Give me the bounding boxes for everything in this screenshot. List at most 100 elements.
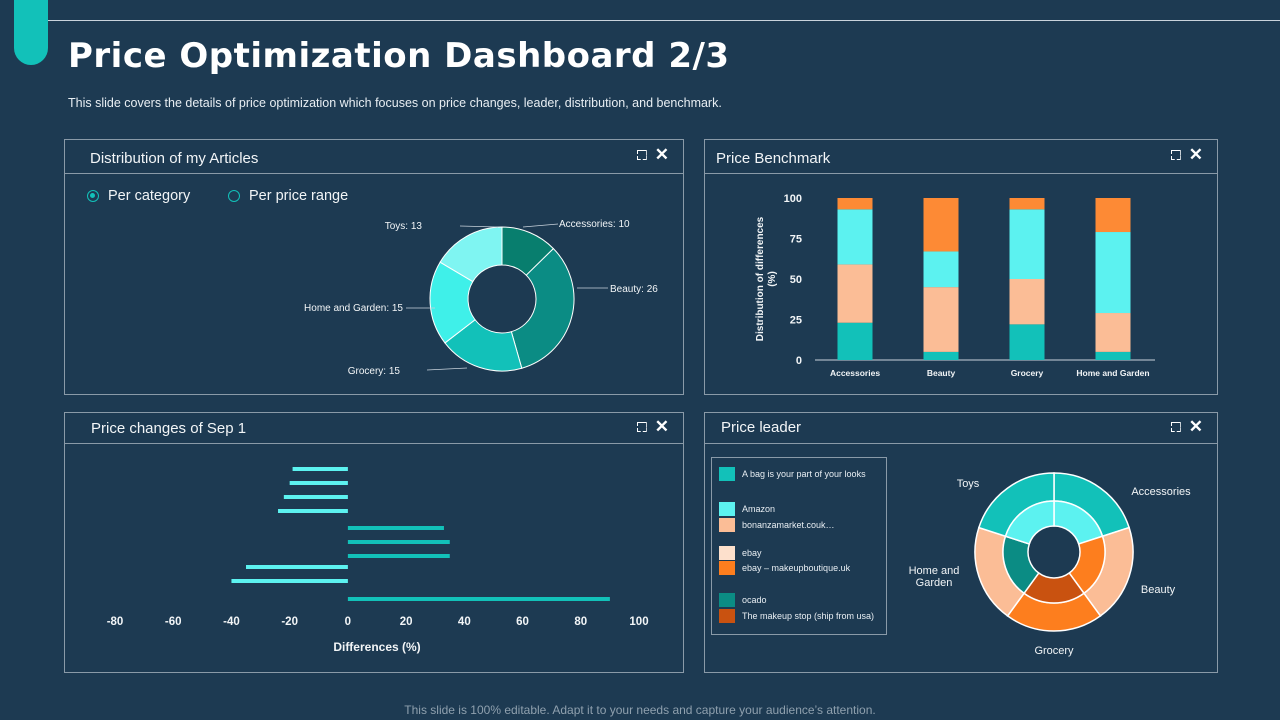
data-label: Grocery: 15 — [348, 366, 401, 377]
x-tick-label: 60 — [516, 616, 529, 628]
radio-label: Per category — [108, 188, 191, 204]
footer-note: This slide is 100% editable. Adapt it to… — [404, 703, 876, 717]
bar-segment-beauty — [923, 251, 959, 288]
x-axis-label: Differences (%) — [333, 640, 420, 654]
benchmark-panel: Price Benchmark ✕ 0 25 50 75 100 Distribution… — [704, 139, 1218, 395]
price-changes-bar-chart: -80 -60 -40 -20 0 20 40 60 80 100 Differences (%) — [107, 467, 649, 654]
bar-segment-beauty — [923, 198, 959, 252]
legend-item: ebay – makeupboutique.uk — [719, 561, 850, 575]
radio-unselected-icon — [228, 190, 240, 202]
radio-per-category[interactable]: Per category — [87, 188, 190, 204]
category-label: Home and Garden — [909, 565, 960, 589]
x-tick-label: 80 — [574, 616, 587, 628]
panel-title: Price leader — [721, 419, 802, 436]
close-icon[interactable]: ✕ — [1188, 145, 1203, 164]
data-label: Accessories: 10 — [559, 219, 630, 230]
ring-slice-toys — [1004, 500, 1055, 545]
legend-swatch — [719, 546, 735, 560]
x-tick-label: Grocery — [1011, 368, 1044, 378]
radio-label: Per price range — [249, 188, 349, 204]
bar-segment-beauty — [923, 287, 959, 352]
leader-line — [459, 225, 499, 228]
y-tick-label: 100 — [784, 193, 802, 205]
bar-segment-grocery — [1009, 198, 1045, 210]
legend-swatch — [719, 593, 735, 607]
x-tick-label: 40 — [458, 616, 471, 628]
panel-title: Price Benchmark — [716, 150, 831, 167]
bar-segment-home-and-garden — [1095, 351, 1131, 360]
price-change-bar — [278, 509, 348, 513]
x-tick-label: Home and Garden — [1076, 368, 1149, 378]
price-leader-double-donut: Accessories Beauty Grocery Home and Garden To… — [909, 472, 1191, 657]
panel-title: Price changes of Sep 1 — [91, 420, 247, 437]
category-label: Accessories — [1131, 486, 1191, 498]
leader-line — [522, 223, 559, 228]
bar-segment-grocery — [1009, 209, 1045, 279]
top-divider — [48, 20, 1280, 21]
price-change-bar — [283, 495, 348, 499]
bar-segment-accessories — [837, 264, 873, 323]
benchmark-stacked-bar-chart: 0 25 50 75 100 Distribution of differences(%)… — [755, 193, 1155, 378]
price-change-bar — [231, 579, 348, 583]
x-tick-label: -60 — [165, 616, 182, 628]
legend-swatch — [719, 609, 735, 623]
category-label: Beauty — [1141, 584, 1176, 596]
y-tick-label: 25 — [790, 315, 802, 327]
distribution-panel: Distribution of my Articles ✕ Per catego… — [64, 139, 684, 395]
y-tick-label: 75 — [790, 234, 802, 246]
y-axis-label: Distribution of differences(%) — [755, 216, 778, 341]
legend-swatch — [719, 518, 735, 532]
bar-segment-grocery — [1009, 324, 1045, 360]
legend-item: Amazon — [719, 502, 775, 516]
price-change-bar — [292, 467, 348, 471]
price-change-bar — [347, 540, 450, 544]
y-tick-label: 0 — [796, 355, 802, 367]
price-leader-panel: Price leader ✕ A bag is your part of you… — [704, 412, 1218, 673]
page-title: Price Optimization Dashboard 2/3 — [68, 36, 730, 76]
legend-item: ocado — [719, 593, 767, 607]
panel-title: Distribution of my Articles — [90, 150, 259, 167]
donut-slice-toys — [439, 226, 503, 283]
category-label: Grocery — [1034, 645, 1074, 657]
price-change-bar — [246, 565, 348, 569]
bar-segment-beauty — [923, 351, 959, 360]
panel-header: Price leader ✕ — [705, 413, 1217, 444]
donut-slice-beauty — [510, 247, 575, 369]
x-tick-label: 0 — [345, 616, 351, 628]
x-tick-label: -40 — [223, 616, 240, 628]
price-leader-legend: A bag is your part of your looks Amazon … — [711, 457, 887, 635]
price-change-bar — [347, 526, 444, 530]
legend-item: The makeup stop (ship from usa) — [719, 609, 874, 623]
data-label: Home and Garden: 15 — [304, 303, 403, 314]
bar-segment-grocery — [1009, 279, 1045, 325]
y-tick-label: 50 — [790, 274, 802, 286]
panel-header: Price Benchmark ✕ — [705, 140, 1217, 174]
bar-segment-accessories — [837, 322, 873, 360]
legend-item: A bag is your part of your looks — [719, 467, 866, 481]
close-icon[interactable]: ✕ — [654, 145, 669, 164]
category-label: Toys — [957, 478, 980, 490]
leader-line — [426, 367, 468, 371]
distribution-donut-chart: Accessories: 10 Beauty: 26 Grocery: 15 Home… — [304, 219, 658, 377]
legend-swatch — [719, 502, 735, 516]
page-subtitle: This slide covers the details of price o… — [68, 96, 722, 110]
radio-selected-icon — [87, 190, 99, 202]
panel-header: Price changes of Sep 1 ✕ — [65, 413, 683, 444]
x-tick-label: Beauty — [927, 368, 956, 378]
panel-header: Distribution of my Articles ✕ — [65, 140, 683, 174]
price-changes-panel: Price changes of Sep 1 ✕ -80 -60 -40 -20 0 20… — [64, 412, 684, 673]
data-label: Beauty: 26 — [610, 284, 658, 295]
price-change-bar — [347, 554, 450, 558]
accent-tab — [14, 0, 48, 65]
data-label: Toys: 13 — [385, 221, 423, 232]
x-tick-label: -80 — [107, 616, 124, 628]
bar-segment-home-and-garden — [1095, 232, 1131, 314]
legend-item: bonanzamarket.couk… — [719, 518, 835, 532]
close-icon[interactable]: ✕ — [1188, 417, 1203, 436]
legend-swatch — [719, 467, 735, 481]
radio-per-price-range[interactable]: Per price range — [228, 188, 348, 204]
x-tick-label: Accessories — [830, 368, 880, 378]
bar-segment-home-and-garden — [1095, 313, 1131, 352]
close-icon[interactable]: ✕ — [654, 417, 669, 436]
price-change-bar — [347, 597, 610, 601]
